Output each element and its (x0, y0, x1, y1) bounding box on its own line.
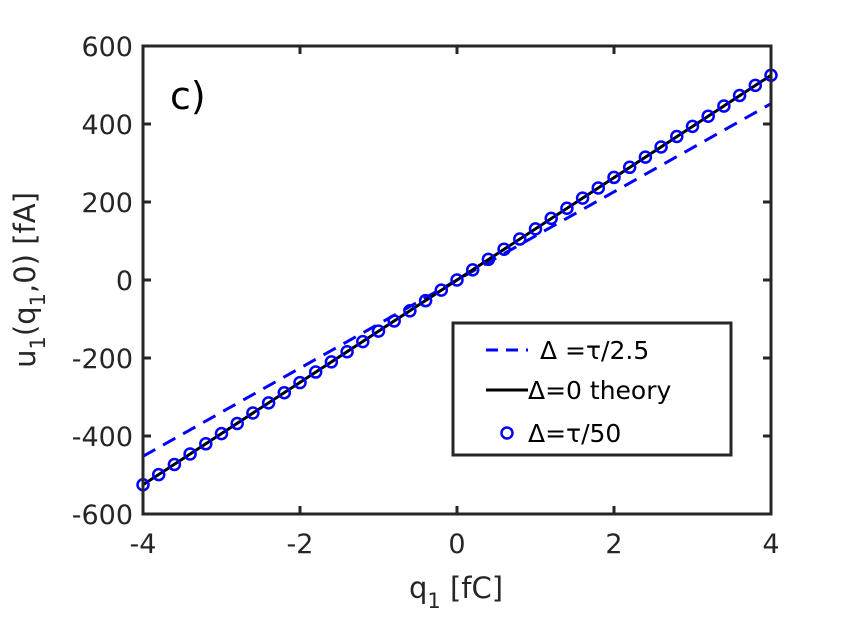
data-point (371, 324, 386, 338)
data-point (513, 232, 527, 246)
data-point (622, 160, 637, 175)
data-point (199, 437, 213, 451)
data-point (591, 181, 606, 195)
series-line-dashed (142, 102, 772, 458)
series-layer (136, 68, 778, 492)
data-point (418, 293, 433, 308)
data-point (544, 211, 558, 226)
y-tick-label: 0 (116, 266, 133, 297)
y-axis-title: u1(q1,0) [fA] (8, 192, 50, 368)
data-point (528, 222, 543, 236)
data-point (246, 406, 260, 420)
data-point (670, 129, 684, 144)
data-point (654, 140, 668, 154)
x-axis-title: q1 [fC] (409, 571, 503, 613)
data-point (701, 109, 715, 123)
data-point (717, 99, 731, 113)
data-point (293, 375, 307, 390)
data-point (340, 345, 354, 359)
data-point (214, 426, 229, 441)
x-tick-label: 2 (605, 529, 622, 560)
data-point (607, 170, 621, 185)
y-tick-label: 400 (81, 110, 133, 141)
x-tick-label: 4 (762, 529, 779, 560)
data-point (230, 416, 244, 431)
data-point (277, 385, 292, 400)
y-tick-label: -600 (72, 500, 133, 531)
data-point (481, 252, 496, 267)
y-tick-label: 600 (81, 32, 133, 63)
data-point (324, 355, 339, 369)
legend-label-1: Δ =τ/2.5 (540, 336, 649, 365)
x-tick-label: 0 (448, 529, 465, 560)
data-point (356, 334, 370, 349)
data-point (560, 201, 574, 215)
y-tick-label: -400 (72, 422, 133, 453)
data-point (497, 242, 511, 256)
panel-label: c) (170, 74, 206, 118)
data-point (685, 119, 700, 134)
data-point (403, 304, 417, 318)
data-point (450, 273, 464, 287)
data-point (434, 283, 449, 297)
ticks-layer (141, 44, 773, 516)
y-tick-label: 200 (81, 188, 133, 219)
data-point (183, 447, 197, 461)
data-point (638, 150, 653, 164)
x-tick-label: -2 (287, 529, 314, 560)
legend: Δ =τ/2.5 Δ=0 theory Δ=τ/50 (451, 321, 733, 457)
data-point (167, 457, 182, 472)
data-point (575, 191, 590, 205)
legend-label-2: Δ=0 theory (528, 376, 672, 405)
y-tick-label: -200 (72, 344, 133, 375)
data-point (465, 263, 480, 277)
data-point (748, 78, 763, 93)
data-point (261, 396, 276, 410)
x-tick-label: -4 (130, 529, 157, 560)
data-point (387, 314, 401, 328)
data-point (308, 365, 323, 379)
legend-swatch-marker (500, 426, 514, 440)
data-point (732, 88, 747, 103)
legend-label-3: Δ=τ/50 (528, 419, 621, 448)
data-point (151, 467, 166, 482)
